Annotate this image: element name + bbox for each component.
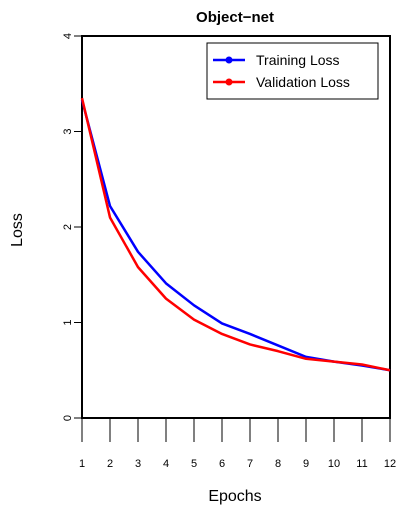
x-tick-label: 9	[303, 458, 309, 470]
legend-box	[206, 42, 379, 100]
legend-marker	[225, 56, 233, 64]
x-tick-label: 11	[356, 458, 367, 470]
y-axis-label: Loss	[9, 213, 26, 247]
x-axis-label: Epochs	[208, 488, 261, 505]
series-line-training-loss	[80, 99, 391, 372]
y-axis: 0 1 2 3 4	[62, 33, 82, 421]
x-tick-label: 2	[107, 458, 113, 470]
x-tick-label: 5	[191, 458, 197, 470]
x-tick-label: 4	[163, 458, 169, 470]
y-tick-label: 3	[62, 128, 74, 134]
series-line-validation-loss	[80, 97, 391, 372]
x-tick-label: 3	[135, 458, 141, 470]
legend-label: Validation Loss	[256, 74, 350, 90]
y-tick-label: 1	[62, 319, 74, 325]
x-tick-label: 10	[328, 458, 340, 470]
x-tick-label: 7	[247, 458, 253, 470]
legend: Training Loss Validation Loss	[206, 42, 379, 100]
x-tick-label: 12	[384, 458, 396, 470]
x-axis: 1 2 3 4 5 6 7 8 9 10 11 12	[79, 418, 396, 470]
legend-marker	[225, 78, 233, 86]
y-tick-label: 0	[62, 415, 74, 421]
x-tick-label: 8	[275, 458, 281, 470]
series-lines	[80, 97, 391, 372]
x-tick-label: 6	[219, 458, 225, 470]
chart-title: Object−net	[196, 9, 274, 26]
x-tick-label: 1	[79, 458, 85, 470]
y-tick-label: 4	[62, 33, 74, 39]
legend-label: Training Loss	[256, 52, 340, 68]
y-tick-label: 2	[62, 224, 74, 230]
